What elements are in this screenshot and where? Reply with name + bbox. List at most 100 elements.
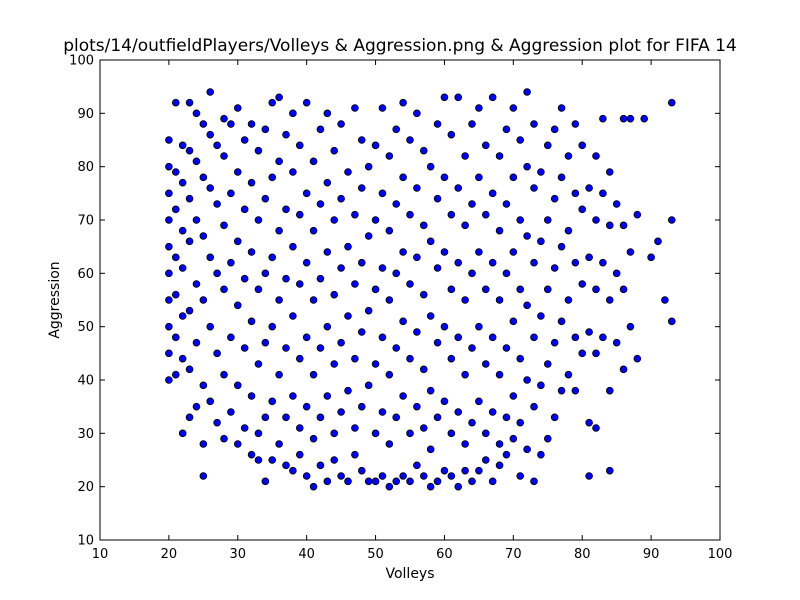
y-tick-label: 10: [77, 534, 94, 549]
data-point: [185, 194, 194, 203]
data-point: [578, 141, 587, 150]
data-point: [592, 152, 600, 160]
data-point: [592, 216, 600, 224]
data-points: [165, 88, 676, 491]
data-point: [213, 200, 221, 208]
data-point: [351, 424, 359, 432]
data-point: [612, 200, 621, 208]
data-point: [440, 466, 449, 475]
data-point: [537, 450, 545, 459]
data-point: [233, 381, 242, 390]
data-point: [399, 248, 407, 256]
x-tick-label: 100: [708, 547, 733, 562]
data-point: [447, 210, 456, 219]
data-point: [192, 157, 201, 166]
y-tick-label: 50: [77, 320, 94, 335]
data-point: [364, 381, 373, 390]
data-point: [316, 200, 325, 208]
data-point: [330, 429, 339, 438]
data-point: [240, 424, 249, 432]
data-point: [302, 258, 311, 267]
data-point: [399, 317, 407, 326]
data-point: [426, 312, 435, 320]
axes-frame: [99, 59, 721, 541]
data-point: [481, 429, 490, 438]
data-point: [192, 402, 201, 411]
data-point: [261, 338, 270, 347]
data-point: [240, 136, 249, 144]
data-point: [261, 413, 270, 422]
data-point: [454, 184, 463, 192]
data-point: [323, 392, 332, 400]
data-point: [426, 482, 435, 491]
data-point: [199, 173, 208, 182]
x-tick-label: 10: [92, 547, 109, 562]
data-point: [461, 221, 469, 230]
data-point: [268, 253, 277, 262]
data-point: [461, 370, 469, 379]
data-point: [447, 354, 456, 363]
data-point: [495, 440, 504, 448]
y-axis-label: Aggression: [47, 261, 63, 339]
data-point: [316, 344, 325, 352]
data-point: [509, 248, 518, 256]
data-point: [667, 98, 676, 107]
data-point: [509, 434, 518, 443]
data-point: [206, 184, 215, 192]
data-point: [268, 456, 277, 464]
data-point: [302, 98, 311, 107]
data-point: [247, 450, 256, 459]
data-point: [385, 296, 394, 304]
data-point: [240, 274, 249, 283]
data-point: [330, 146, 339, 155]
data-point: [419, 472, 428, 480]
data-point: [413, 402, 421, 411]
data-point: [543, 141, 552, 150]
data-point: [509, 317, 518, 326]
data-point: [626, 114, 635, 123]
data-point: [344, 312, 352, 320]
data-point: [185, 365, 194, 374]
data-point: [571, 333, 580, 342]
data-point: [247, 392, 256, 400]
data-point: [605, 221, 614, 230]
data-point: [454, 333, 463, 342]
data-point: [199, 296, 208, 304]
data-point: [206, 253, 215, 262]
data-point: [619, 285, 628, 294]
data-point: [357, 466, 366, 475]
data-point: [413, 109, 421, 118]
data-point: [419, 221, 428, 230]
data-point: [523, 232, 531, 240]
data-point: [481, 456, 490, 464]
data-point: [426, 386, 435, 395]
data-point: [433, 194, 442, 203]
data-point: [295, 141, 304, 150]
chart-title: plots/14/outfieldPlayers/Volleys & Aggre…: [63, 36, 737, 56]
x-tick-label: 40: [298, 547, 315, 562]
data-point: [371, 216, 380, 224]
data-point: [530, 120, 538, 128]
data-point: [475, 104, 483, 112]
data-point: [213, 349, 221, 358]
data-point: [282, 413, 290, 422]
data-point: [406, 354, 414, 363]
data-point: [165, 216, 173, 224]
data-point: [454, 482, 463, 491]
data-point: [419, 365, 428, 374]
data-point: [309, 482, 318, 491]
data-point: [323, 248, 332, 256]
data-point: [295, 354, 304, 363]
data-point: [392, 477, 401, 486]
data-point: [564, 296, 573, 304]
data-point: [289, 109, 297, 118]
data-point: [447, 285, 456, 294]
data-point: [392, 344, 401, 352]
data-point: [654, 237, 662, 246]
data-point: [605, 466, 614, 475]
data-point: [268, 173, 277, 182]
data-point: [199, 120, 208, 128]
data-point: [509, 173, 518, 182]
y-tick-label: 60: [77, 267, 94, 282]
data-point: [220, 434, 228, 443]
